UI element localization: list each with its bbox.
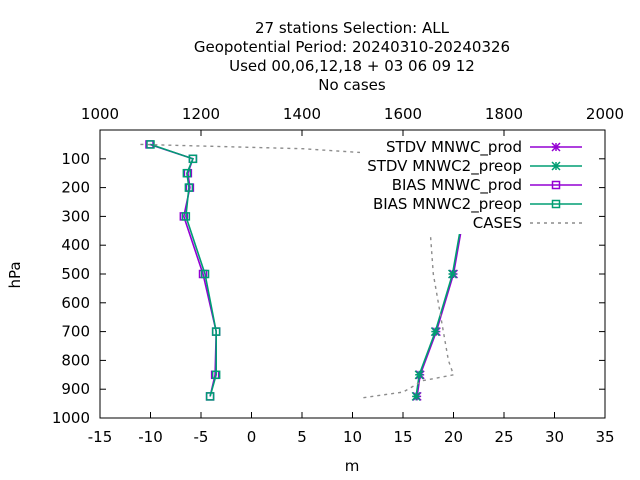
data-point bbox=[414, 370, 424, 380]
x2-tick-label: 1400 bbox=[283, 105, 321, 123]
legend-label: BIAS MNWC2_preop bbox=[373, 195, 522, 214]
bottom-axis: -15 -10 -5 0 5 10 15 20 25 30 35 bbox=[88, 412, 615, 446]
y-tick-label: 200 bbox=[61, 179, 90, 197]
data-point bbox=[430, 327, 440, 337]
x-axis-label: m bbox=[345, 457, 360, 475]
x-tick-label: 10 bbox=[343, 428, 362, 446]
x2-tick-label: 1800 bbox=[485, 105, 523, 123]
y-tick-label: 600 bbox=[61, 294, 90, 312]
y-tick-label: 900 bbox=[61, 380, 90, 398]
legend-label: STDV MNWC_prod bbox=[386, 138, 522, 157]
y-tick-label: 700 bbox=[61, 323, 90, 341]
title-line-4: No cases bbox=[318, 76, 386, 94]
legend-label: BIAS MNWC_prod bbox=[392, 176, 522, 195]
left-axis: 100 200 300 400 500 600 700 800 900 1000 bbox=[52, 150, 605, 427]
x-tick-label: 15 bbox=[393, 428, 412, 446]
data-point bbox=[205, 392, 215, 401]
x2-tick-label: 1600 bbox=[384, 105, 422, 123]
top-axis: 1000 1200 1400 1600 1800 2000 bbox=[81, 105, 624, 136]
data-point bbox=[551, 161, 561, 171]
y-tick-label: 100 bbox=[61, 150, 90, 168]
y-tick-label: 800 bbox=[61, 351, 90, 369]
x-tick-label: 25 bbox=[494, 428, 513, 446]
x-tick-label: 30 bbox=[545, 428, 564, 446]
x-tick-label: -5 bbox=[194, 428, 209, 446]
data-point bbox=[551, 142, 561, 152]
x-tick-label: 35 bbox=[595, 428, 614, 446]
x-tick-label: 0 bbox=[247, 428, 257, 446]
title-line-1: 27 stations Selection: ALL bbox=[255, 19, 450, 37]
data-point bbox=[182, 168, 192, 178]
x-tick-label: 20 bbox=[444, 428, 463, 446]
data-point bbox=[188, 154, 198, 164]
data-point bbox=[411, 391, 421, 401]
data-point bbox=[200, 269, 210, 279]
x2-tick-label: 1000 bbox=[81, 105, 119, 123]
data-point bbox=[211, 327, 221, 336]
x-tick-label: 5 bbox=[297, 428, 307, 446]
data-point bbox=[551, 199, 561, 209]
series-line-3 bbox=[150, 143, 217, 397]
x-tick-label: -10 bbox=[138, 428, 163, 446]
x2-tick-label: 2000 bbox=[586, 105, 624, 123]
x2-tick-label: 1200 bbox=[182, 105, 220, 123]
data-point bbox=[146, 140, 155, 149]
plot-frame bbox=[99, 129, 606, 419]
x-tick-label: -15 bbox=[88, 428, 113, 446]
data-point bbox=[181, 212, 191, 221]
data-point bbox=[551, 180, 561, 190]
legend-label: CASES bbox=[473, 214, 522, 232]
y-tick-label: 400 bbox=[61, 236, 90, 254]
data-point bbox=[184, 183, 194, 192]
y-tick-label: 300 bbox=[61, 207, 90, 225]
y-tick-label: 1000 bbox=[52, 409, 90, 427]
chart-title: 27 stations Selection: ALL Geopotential … bbox=[194, 19, 510, 94]
title-line-3: Used 00,06,12,18 + 03 06 09 12 bbox=[229, 57, 475, 75]
data-point bbox=[447, 269, 458, 279]
title-line-2: Geopotential Period: 20240310-20240326 bbox=[194, 38, 510, 56]
data-point bbox=[211, 370, 221, 380]
legend-label: STDV MNWC2_preop bbox=[367, 157, 522, 176]
y-axis-label: hPa bbox=[6, 261, 24, 288]
y-tick-label: 500 bbox=[61, 265, 90, 283]
